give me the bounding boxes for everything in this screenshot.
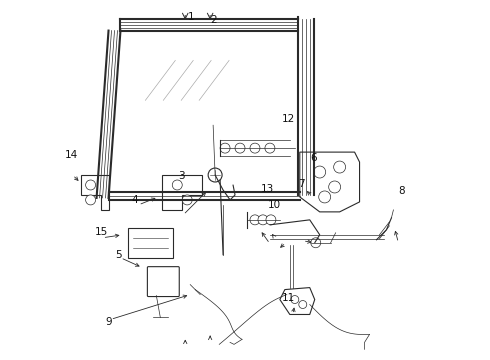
Polygon shape — [280, 288, 315, 315]
Text: 4: 4 — [132, 195, 139, 205]
Polygon shape — [128, 228, 173, 258]
Circle shape — [86, 195, 96, 205]
Circle shape — [172, 180, 182, 190]
Circle shape — [220, 143, 230, 153]
Circle shape — [329, 181, 341, 193]
Text: 12: 12 — [282, 114, 295, 124]
Text: 11: 11 — [282, 293, 295, 303]
Circle shape — [250, 215, 260, 225]
Text: 5: 5 — [115, 250, 122, 260]
Circle shape — [208, 168, 222, 182]
Text: 2: 2 — [210, 15, 217, 26]
Circle shape — [311, 238, 321, 248]
Text: 3: 3 — [178, 171, 185, 181]
Text: 9: 9 — [105, 317, 112, 327]
Circle shape — [334, 161, 345, 173]
Text: 15: 15 — [95, 227, 108, 237]
Circle shape — [266, 215, 276, 225]
Text: 1: 1 — [188, 12, 195, 22]
Text: 14: 14 — [65, 150, 78, 160]
Text: 13: 13 — [260, 184, 273, 194]
Polygon shape — [300, 152, 360, 212]
Text: 10: 10 — [268, 200, 281, 210]
Circle shape — [250, 143, 260, 153]
Polygon shape — [162, 175, 202, 210]
Circle shape — [258, 215, 268, 225]
Circle shape — [291, 296, 299, 303]
Text: 8: 8 — [398, 186, 405, 196]
Circle shape — [86, 180, 96, 190]
Circle shape — [265, 143, 275, 153]
Circle shape — [318, 191, 331, 203]
FancyBboxPatch shape — [147, 267, 179, 297]
Text: 7: 7 — [298, 179, 304, 189]
Circle shape — [314, 166, 326, 178]
Polygon shape — [81, 175, 108, 210]
Text: 6: 6 — [310, 153, 317, 163]
Circle shape — [182, 195, 192, 205]
Circle shape — [235, 143, 245, 153]
Circle shape — [299, 301, 307, 309]
